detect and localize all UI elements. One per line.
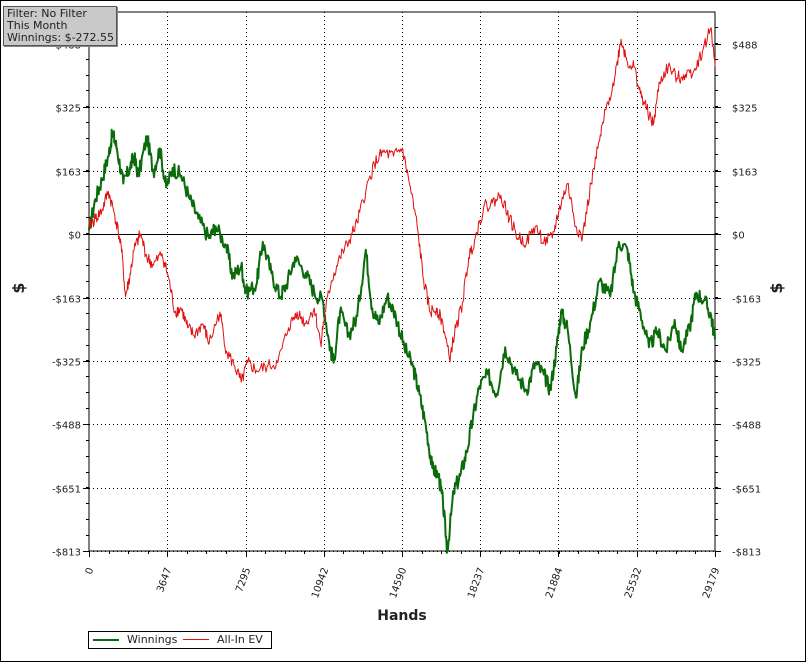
legend-item-winnings: Winnings	[93, 633, 177, 646]
y-tick-label-left: $325	[56, 104, 81, 115]
y-tick-label-left: -$813	[52, 548, 81, 559]
legend-label-allin-ev: All-In EV	[217, 633, 263, 646]
y-tick-label-left: $0	[68, 231, 81, 242]
chart-legend: Winnings All-In EV	[88, 631, 272, 649]
x-tick-label: 21884	[544, 566, 565, 600]
x-tick-label: 25532	[623, 566, 644, 600]
x-tick-label: 7295	[234, 566, 253, 594]
y-tick-label-right: -$163	[732, 295, 761, 306]
y-axis-title-right: $	[767, 282, 786, 293]
y-tick-label-left: -$488	[52, 421, 81, 432]
series-line-winnings	[88, 128, 716, 554]
legend-swatch-winnings	[93, 638, 119, 641]
y-tick-label-left: -$163	[52, 295, 81, 306]
y-tick-label-right: $488	[732, 41, 757, 52]
x-tick-label: 18237	[466, 566, 487, 600]
series-line-allin-ev	[88, 27, 716, 383]
y-tick-label-right: -$325	[732, 358, 761, 369]
y-tick-label-right: $0	[732, 231, 745, 242]
x-tick-label: 10942	[310, 566, 331, 600]
legend-swatch-allin-ev	[183, 639, 209, 640]
filter-label: Filter: No Filter	[7, 7, 87, 20]
period-label: This Month	[7, 19, 68, 32]
y-tick-label-left: -$651	[52, 485, 81, 496]
y-axis-title-left: $	[9, 282, 28, 293]
y-tick-label-left: $488	[56, 41, 81, 52]
x-tick-label: 14590	[388, 566, 409, 600]
y-tick-label-right: $163	[732, 168, 757, 179]
y-tick-label-right: $325	[732, 104, 757, 115]
legend-item-allin-ev: All-In EV	[183, 633, 263, 646]
filter-info-box: Filter: No Filter This Month Winnings: $…	[3, 6, 117, 46]
x-tick-label: 29179	[701, 566, 722, 600]
x-tick-label: 0	[84, 566, 97, 576]
y-tick-label-right: -$488	[732, 421, 761, 432]
y-tick-label-right: -$813	[732, 548, 761, 559]
y-tick-label-left: -$325	[52, 358, 81, 369]
legend-label-winnings: Winnings	[127, 633, 178, 646]
winnings-label: Winnings: $-272.55	[7, 31, 115, 44]
y-tick-label-right: -$651	[732, 485, 761, 496]
x-axis-title: Hands	[377, 608, 427, 624]
y-tick-label-left: $163	[56, 168, 81, 179]
x-tick-label: 3647	[155, 566, 174, 594]
